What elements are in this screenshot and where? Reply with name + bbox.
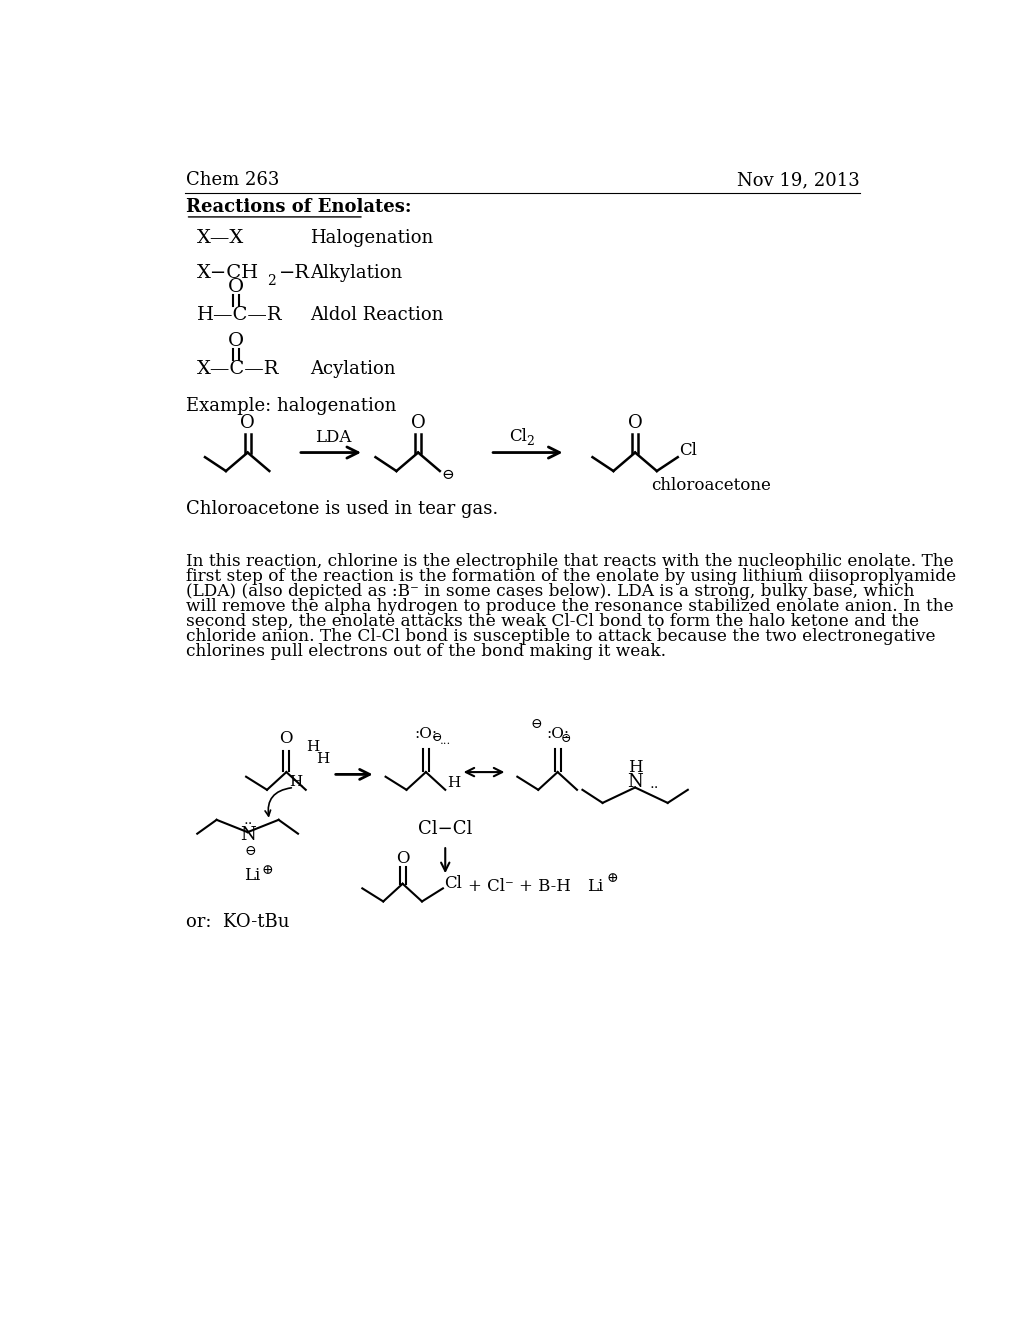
Text: O: O [279,730,292,747]
Text: second step, the enolate attacks the weak Cl-Cl bond to form the halo ketone and: second step, the enolate attacks the wea… [185,612,918,630]
Text: ⋅⋅: ⋅⋅ [244,817,253,830]
Text: Cl−Cl: Cl−Cl [418,820,472,838]
Text: H—C—R: H—C—R [197,306,282,325]
Text: O: O [395,850,409,867]
Text: H: H [307,741,320,754]
Text: H: H [316,752,329,766]
Text: O: O [240,413,255,432]
Text: ⊖: ⊖ [530,717,541,731]
Text: or:  KO-tBu: or: KO-tBu [185,913,288,931]
Text: O: O [227,277,244,296]
Text: In this reaction, chlorine is the electrophile that reacts with the nucleophilic: In this reaction, chlorine is the electr… [185,553,953,570]
Text: ⊖: ⊖ [441,467,453,482]
Text: Li: Li [587,878,602,895]
Text: H: H [446,776,460,791]
Text: first step of the reaction is the formation of the enolate by using lithium diis: first step of the reaction is the format… [185,568,955,585]
Text: O: O [227,331,244,350]
Text: H: H [289,775,303,789]
Text: Halogenation: Halogenation [310,230,432,247]
Text: Chloroacetone is used in tear gas.: Chloroacetone is used in tear gas. [185,500,497,519]
Text: X—X: X—X [197,230,245,247]
Text: ⊕: ⊕ [606,871,618,886]
Text: :O:: :O: [545,727,569,742]
Text: H: H [628,759,642,776]
Text: Chem 263: Chem 263 [185,172,279,189]
Text: 2: 2 [526,434,533,447]
Text: Cl: Cl [443,875,462,892]
Text: Cl: Cl [508,428,526,445]
Text: chloroacetone: chloroacetone [650,477,769,494]
Text: (LDA) (also depicted as :B⁻ in some cases below). LDA is a strong, bulky base, w: (LDA) (also depicted as :B⁻ in some case… [185,582,913,599]
Text: Reactions of Enolates:: Reactions of Enolates: [185,198,411,216]
Text: Acylation: Acylation [310,360,394,378]
Text: −R: −R [278,264,310,281]
Text: N: N [627,774,642,792]
Text: Li: Li [244,867,260,884]
Text: chloride anion. The Cl-Cl bond is susceptible to attack because the two electron: chloride anion. The Cl-Cl bond is suscep… [185,628,934,644]
Text: ⊖: ⊖ [560,733,571,744]
Text: ⊖: ⊖ [432,731,442,744]
Text: N: N [239,826,255,843]
Text: X—C—R: X—C—R [197,360,279,378]
Text: + Cl⁻ + B-H: + Cl⁻ + B-H [468,878,571,895]
Text: Example: halogenation: Example: halogenation [185,397,395,414]
Text: ⊖: ⊖ [245,845,256,858]
Text: ⋅⋅: ⋅⋅ [648,781,658,795]
Text: will remove the alpha hydrogen to produce the resonance stabilized enolate anion: will remove the alpha hydrogen to produc… [185,598,953,615]
Text: chlorines pull electrons out of the bond making it weak.: chlorines pull electrons out of the bond… [185,643,665,660]
Text: ⋅⋅⋅: ⋅⋅⋅ [439,739,450,750]
Text: O: O [411,413,425,432]
Text: Cl: Cl [679,442,697,459]
Text: Alkylation: Alkylation [310,264,401,281]
Text: O: O [627,413,642,432]
Text: Nov 19, 2013: Nov 19, 2013 [737,172,859,189]
Text: Aldol Reaction: Aldol Reaction [310,306,442,325]
Text: LDA: LDA [315,429,352,446]
Text: :O:: :O: [414,727,437,742]
Text: 2: 2 [266,275,275,289]
Text: X−CH: X−CH [197,264,259,281]
Text: ⊕: ⊕ [261,863,273,876]
